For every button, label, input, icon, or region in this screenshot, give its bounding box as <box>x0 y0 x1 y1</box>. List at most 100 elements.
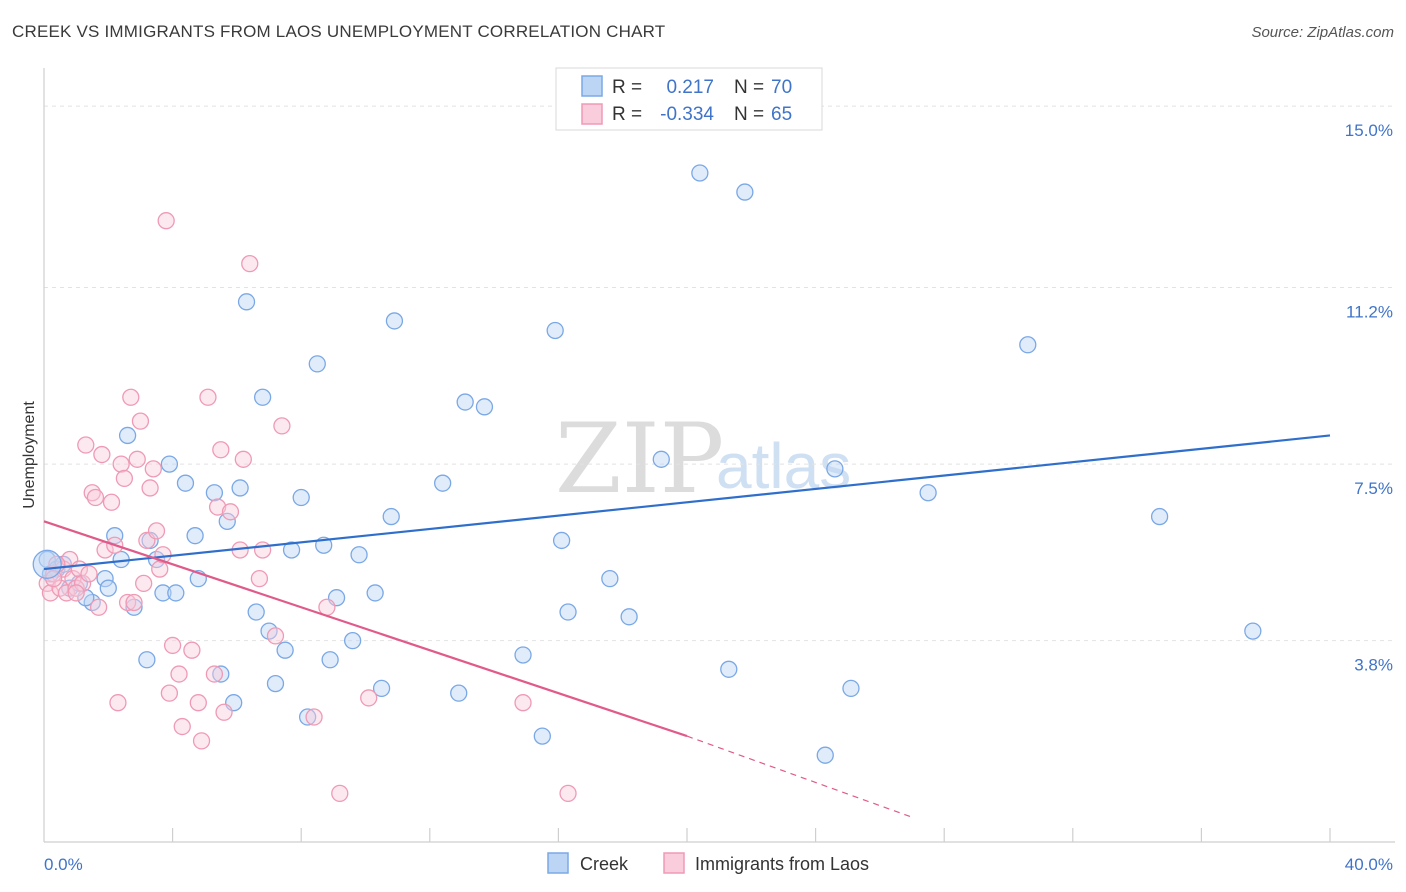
laos-point-23 <box>118 593 137 612</box>
creek-point-62 <box>842 679 860 698</box>
creek-point-27 <box>253 388 272 406</box>
creek-point-44 <box>434 474 452 492</box>
tick-labels: 3.8% 7.5% 11.2% 15.0% 0.0% 40.0% <box>44 121 1393 874</box>
creek-point-63 <box>919 484 937 502</box>
creek-point-53 <box>601 569 619 588</box>
creek-point-9 <box>118 426 137 445</box>
creek-point-60 <box>816 746 834 764</box>
laos-point-5 <box>57 584 76 602</box>
laos-point-20 <box>109 694 127 712</box>
creek-point-61 <box>826 460 844 478</box>
x-tick-label-0: 0.0% <box>44 855 83 874</box>
laos-point-51 <box>241 255 259 273</box>
laos-point-28 <box>135 574 153 593</box>
legend-r-value-laos: -0.334 <box>660 104 714 125</box>
laos-point-27 <box>131 412 150 430</box>
legend-swatch-laos <box>581 103 603 125</box>
creek-point-64 <box>1019 336 1037 354</box>
creek-point-6 <box>99 579 117 597</box>
laos-point-48 <box>221 503 240 521</box>
creek-point-17 <box>176 474 195 492</box>
bottom-legend-swatch-laos <box>663 852 685 874</box>
creek-point-16 <box>167 584 185 602</box>
bottom-legend-swatch-creek <box>547 852 569 874</box>
creek-point-51 <box>552 531 571 550</box>
correlation-legend: R = 0.217 N = 70 R = -0.334 N = 65 <box>555 67 823 131</box>
legend-r-label-creek: R = <box>612 77 642 98</box>
creek-point-32 <box>292 488 310 507</box>
creek-point-21 <box>212 665 230 683</box>
creek-point-36 <box>321 651 339 669</box>
creek-point-40 <box>366 584 384 602</box>
creek-point-50 <box>546 321 564 340</box>
laos-point-43 <box>199 388 217 406</box>
laos-point-21 <box>112 455 130 473</box>
laos-point-18 <box>102 493 121 511</box>
laos-point-53 <box>253 541 272 559</box>
watermark-atlas: atlas <box>716 430 851 502</box>
chart-title: CREEK VS IMMIGRANTS FROM LAOS UNEMPLOYME… <box>12 22 666 41</box>
laos-point-52 <box>250 569 269 588</box>
creek-point-65 <box>1150 507 1169 526</box>
creek-point-57 <box>691 164 709 182</box>
creek-point-48 <box>514 646 532 664</box>
creek-trend-line <box>43 434 1331 571</box>
creek-point-66 <box>1244 622 1262 640</box>
laos-point-15 <box>90 598 108 616</box>
y-tick-label-3: 15.0% <box>1345 121 1393 140</box>
laos-point-14 <box>86 488 105 507</box>
laos-point-24 <box>122 388 140 406</box>
series-legend: Creek Immigrants from Laos <box>547 852 869 874</box>
creek-point-11 <box>138 651 156 669</box>
laos-point-39 <box>173 717 191 736</box>
creek-point-22 <box>218 512 236 531</box>
data-points <box>32 97 1262 803</box>
creek-point-33 <box>298 708 317 726</box>
creek-point-58 <box>720 660 738 678</box>
laos-point-30 <box>141 479 159 497</box>
creek-point-cluster <box>32 549 62 579</box>
legend-swatch-creek <box>581 75 603 97</box>
laos-point-16 <box>93 445 111 464</box>
laos-point-61 <box>559 784 577 803</box>
creek-point-41 <box>372 679 391 698</box>
laos-point-41 <box>189 694 207 712</box>
laos-point-59 <box>360 689 378 707</box>
creek-point-30 <box>276 641 294 659</box>
y-tick-label-2: 11.2% <box>1346 303 1393 322</box>
laos-point-45 <box>208 498 227 516</box>
watermark-zip: ZIP <box>555 403 724 515</box>
watermark: ZIP atlas <box>555 403 851 515</box>
creek-point-18 <box>186 527 204 545</box>
laos-trend-line-extension <box>686 735 913 818</box>
laos-point-36 <box>160 684 179 702</box>
y-tick-label-0: 3.8% <box>1354 656 1393 675</box>
laos-point-33 <box>151 560 169 578</box>
laos-point-12 <box>80 565 98 583</box>
creek-point-42 <box>382 507 400 526</box>
legend-r-label-laos: R = <box>612 104 642 125</box>
legend-n-label-creek: N = <box>734 77 764 98</box>
laos-point-42 <box>192 732 211 750</box>
creek-point-29 <box>266 674 285 693</box>
laos-point-40 <box>183 641 201 659</box>
y-tick-label-1: 7.5% <box>1354 479 1393 498</box>
creek-point-59 <box>736 183 754 201</box>
creek-point-25 <box>237 293 256 311</box>
laos-point-26 <box>128 450 146 468</box>
creek-point-49 <box>533 727 551 745</box>
creek-point-7 <box>106 527 124 545</box>
laos-point-7 <box>64 569 82 588</box>
creek-point-24 <box>231 479 249 497</box>
laos-point-55 <box>273 417 291 435</box>
gridlines <box>44 105 1395 642</box>
x-tick-label-1: 40.0% <box>1345 855 1393 874</box>
trend-lines <box>43 434 1331 818</box>
laos-point-13 <box>83 484 101 502</box>
creek-point-5 <box>96 569 114 588</box>
creek-point-43 <box>385 312 404 330</box>
laos-point-58 <box>331 784 349 803</box>
laos-point-10 <box>73 574 92 593</box>
laos-point-31 <box>144 460 162 478</box>
